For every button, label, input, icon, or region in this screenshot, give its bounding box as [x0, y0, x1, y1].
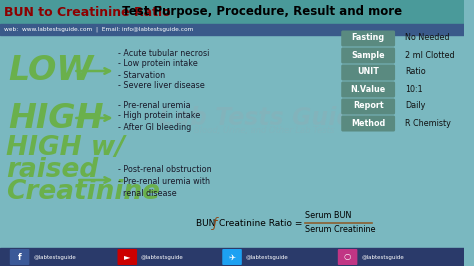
- Text: - Pre-renal uremia with: - Pre-renal uremia with: [118, 177, 210, 186]
- Text: HIGH w/: HIGH w/: [6, 135, 125, 161]
- Text: renal disease: renal disease: [118, 189, 177, 197]
- Text: Fasting: Fasting: [352, 34, 385, 43]
- Text: BUN to Creatinine Ratio: BUN to Creatinine Ratio: [4, 6, 171, 19]
- Text: 2 ml Clotted: 2 ml Clotted: [405, 51, 455, 60]
- Text: @labtestsguide: @labtestsguide: [141, 255, 184, 260]
- Text: @labtestsguide: @labtestsguide: [246, 255, 289, 260]
- Text: - Pre-renal uremia: - Pre-renal uremia: [118, 101, 191, 110]
- Text: HIGH: HIGH: [8, 102, 103, 135]
- Text: ƒ: ƒ: [213, 217, 218, 230]
- Text: Lab Tests Guide: Lab Tests Guide: [159, 106, 370, 130]
- Text: No Needed: No Needed: [405, 34, 450, 43]
- Bar: [0, 24, 464, 35]
- FancyBboxPatch shape: [118, 249, 137, 265]
- Bar: [0, 0, 464, 24]
- Text: UNIT: UNIT: [357, 68, 379, 77]
- FancyBboxPatch shape: [338, 249, 357, 265]
- Text: - High protein intake: - High protein intake: [118, 111, 201, 120]
- Text: Creatinine: Creatinine: [6, 179, 160, 205]
- Text: Serum Creatinine: Serum Creatinine: [305, 226, 376, 235]
- Text: @labtestsguide: @labtestsguide: [361, 255, 404, 260]
- Text: Creatinine Ratio =: Creatinine Ratio =: [219, 218, 306, 227]
- FancyBboxPatch shape: [341, 115, 395, 131]
- Text: Test Purpose, Procedure, Result and more: Test Purpose, Procedure, Result and more: [118, 6, 402, 19]
- FancyBboxPatch shape: [341, 98, 395, 114]
- Text: Serum BUN: Serum BUN: [305, 211, 352, 221]
- FancyBboxPatch shape: [10, 249, 29, 265]
- Text: - Acute tubular necrosi: - Acute tubular necrosi: [118, 48, 210, 57]
- Text: BUN: BUN: [196, 218, 218, 227]
- Text: Report: Report: [353, 102, 383, 110]
- FancyBboxPatch shape: [341, 31, 395, 47]
- Text: - Starvation: - Starvation: [118, 70, 165, 80]
- FancyBboxPatch shape: [341, 48, 395, 64]
- FancyBboxPatch shape: [222, 249, 242, 265]
- Text: Blood, Urine, and Other Lab Tests: Blood, Urine, and Other Lab Tests: [194, 127, 335, 135]
- Text: ►: ►: [124, 252, 130, 261]
- Text: Method: Method: [351, 118, 385, 127]
- Text: web:  www.labtestsguide.com  |  Email: info@labtestsguide.com: web: www.labtestsguide.com | Email: info…: [4, 27, 193, 32]
- Text: ○: ○: [344, 252, 351, 261]
- Text: ✈: ✈: [228, 252, 236, 261]
- Text: Sample: Sample: [351, 51, 385, 60]
- Text: - Post-renal obstruction: - Post-renal obstruction: [118, 165, 212, 174]
- Text: Daily: Daily: [405, 102, 426, 110]
- Text: @labtestsguide: @labtestsguide: [33, 255, 76, 260]
- Text: R Chemisty: R Chemisty: [405, 118, 451, 127]
- Text: N.Value: N.Value: [351, 85, 386, 94]
- Bar: [0, 248, 464, 266]
- Text: raised: raised: [6, 157, 98, 183]
- Text: Ratio: Ratio: [405, 68, 426, 77]
- Text: LOW: LOW: [8, 55, 93, 88]
- Text: - Severe liver disease: - Severe liver disease: [118, 81, 205, 90]
- FancyBboxPatch shape: [341, 81, 395, 98]
- Text: 10:1: 10:1: [405, 85, 423, 94]
- FancyBboxPatch shape: [341, 64, 395, 81]
- Text: - After GI bleeding: - After GI bleeding: [118, 123, 191, 131]
- Text: f: f: [18, 252, 21, 261]
- Text: - Low protein intake: - Low protein intake: [118, 60, 198, 69]
